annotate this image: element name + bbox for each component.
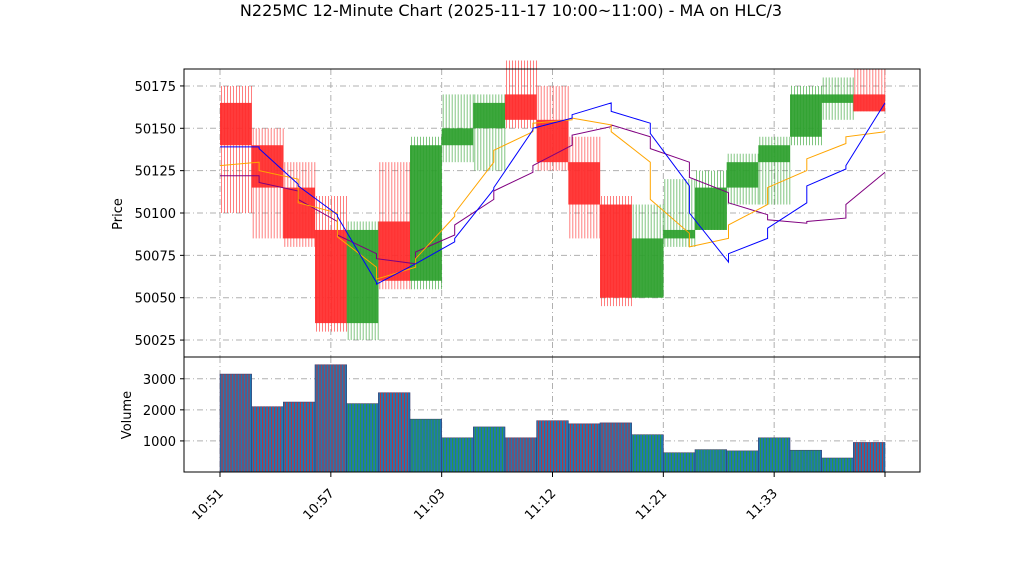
candle-down [600,196,632,307]
ma-short-line [219,117,886,280]
volume-bar [251,406,284,473]
volume-tick-label: 2000 [143,404,176,419]
price-tick-label: 50175 [135,80,176,95]
candle-body [853,94,885,112]
candle-body [758,145,790,163]
price-tick-label: 50050 [135,292,176,307]
candle-body [821,94,854,103]
candle-body [473,102,505,129]
volume-tick-label: 1000 [143,435,176,450]
candle-up [441,94,474,163]
candle-body [283,187,315,239]
candle-body [378,221,410,281]
x-axis-ticks: 10:51 10:57 11:03 11:12 11:21 11:33 [190,472,886,523]
candle-down [251,128,284,239]
volume-bar [726,450,759,473]
candle-up [663,179,696,247]
volume-bar [378,392,411,473]
price-panel: 50025 50050 50075 50100 50125 50150 50175 Pric… [111,60,921,358]
volume-panel: 1000 2000 3000 Volume [120,356,921,473]
volume-y-ticks: 1000 2000 3000 [143,373,184,450]
moving-averages [219,102,886,286]
volume-bar [758,437,791,473]
chart-title: N225MC 12-Minute Chart (2025-11-17 10:00… [240,1,782,20]
candle-up [695,170,727,230]
candle-down [568,136,601,239]
candle-body [568,162,600,205]
volume-bar [853,442,886,473]
candle-body [600,204,632,298]
price-tick-label: 50150 [135,122,176,137]
candle-up [821,77,854,120]
volume-bar [219,373,252,473]
volume-bars [219,364,886,473]
candle-down [853,69,886,112]
x-tick-label: 11:33 [744,486,781,523]
candle-body [663,229,695,239]
candle-body [790,94,822,137]
x-tick-label: 11:03 [411,486,448,523]
candle-body [441,128,474,146]
candle-body [346,229,379,324]
volume-bar [821,457,854,473]
x-tick-label: 10:57 [301,486,338,523]
candle-body [631,238,664,298]
x-tick-label: 11:21 [633,486,670,523]
candle-body [410,145,442,281]
candle-up [631,204,664,298]
candle-body [505,94,537,120]
volume-bar [346,403,379,473]
candle-up [410,136,442,290]
candle-up [726,153,759,205]
candle-up [473,94,506,171]
volume-bar [283,401,316,473]
price-ylabel: Price [111,198,126,230]
price-y-ticks: 50025 50050 50075 50100 50125 50150 50175 [135,80,184,349]
volume-bar [568,423,601,473]
volume-ylabel: Volume [120,391,135,439]
price-tick-label: 50025 [135,334,176,349]
candle-up [758,136,791,205]
volume-bar [599,422,632,473]
volume-bar [663,452,696,473]
candle-body [726,162,759,188]
volume-bar [504,437,537,473]
candle-down [220,85,252,213]
candle-down [283,162,316,247]
volume-bar [473,426,506,473]
candle-body [695,187,727,230]
volume-bar [631,434,664,473]
candle-up [790,85,822,146]
x-tick-label: 10:51 [190,486,227,523]
volume-bar [409,418,442,473]
volume-bar [694,449,727,473]
candle-body [315,229,347,324]
candle-body [220,102,252,146]
volume-bar [536,420,569,473]
volume-bar [441,437,474,473]
volume-tick-label: 3000 [143,373,176,388]
price-tick-label: 50125 [135,165,176,180]
price-tick-label: 50075 [135,249,176,264]
x-tick-label: 11:12 [522,486,559,523]
volume-bar [789,449,822,473]
candle-down [505,60,537,129]
volume-bar [314,364,347,473]
price-tick-label: 50100 [135,207,176,222]
ma-mid-line [220,102,886,286]
